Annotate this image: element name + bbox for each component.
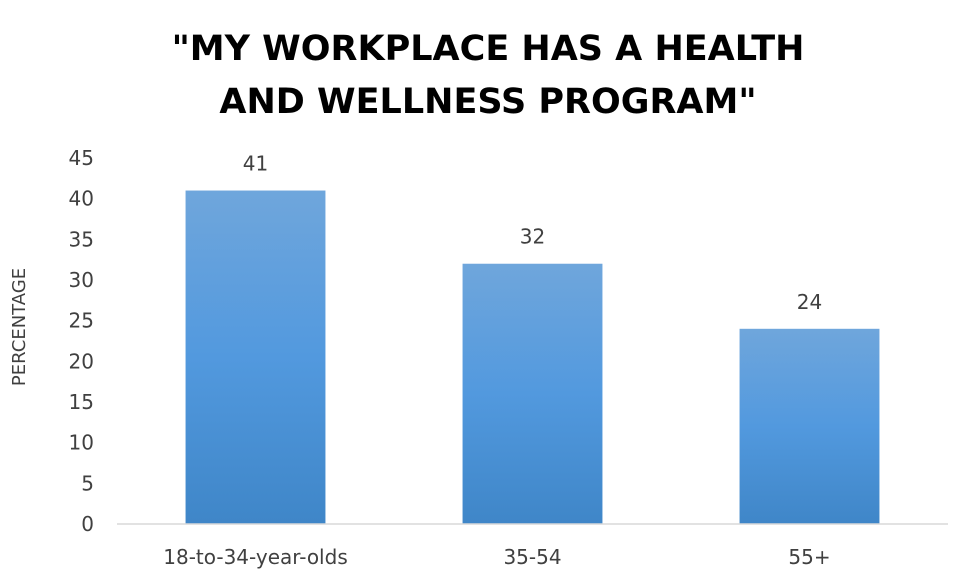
y-tick-label: 10 — [69, 431, 94, 455]
bar-data-label: 32 — [520, 225, 545, 249]
y-tick-label: 40 — [69, 187, 94, 211]
bar — [185, 190, 326, 525]
data-labels: 41 32 24 — [243, 152, 822, 314]
x-axis-ticks: 18-to-34-year-olds 35-54 55+ — [163, 545, 830, 569]
y-tick-label: 20 — [69, 349, 94, 373]
bar-data-label: 41 — [243, 152, 268, 176]
y-tick-label: 30 — [69, 268, 94, 292]
bar-data-label: 24 — [797, 290, 822, 314]
chart-title-line-1: "MY WORKPLACE HAS A HEALTH — [172, 29, 805, 69]
y-axis-label: PERCENTAGE — [9, 268, 30, 386]
y-tick-label: 25 — [69, 309, 94, 333]
y-tick-label: 45 — [69, 146, 94, 170]
y-axis-ticks: 0 5 10 15 20 25 30 35 40 45 — [69, 146, 94, 536]
y-tick-label: 15 — [69, 390, 94, 414]
y-tick-label: 5 — [81, 471, 94, 495]
y-tick-label: 0 — [81, 512, 94, 536]
x-tick-label: 18-to-34-year-olds — [163, 545, 347, 569]
chart-title-line-2: AND WELLNESS PROGRAM" — [219, 82, 756, 122]
bar — [462, 263, 603, 524]
bar — [739, 328, 880, 524]
x-tick-label: 55+ — [788, 545, 830, 569]
bars — [185, 190, 880, 525]
y-tick-label: 35 — [69, 227, 94, 251]
x-tick-label: 35-54 — [503, 545, 561, 569]
